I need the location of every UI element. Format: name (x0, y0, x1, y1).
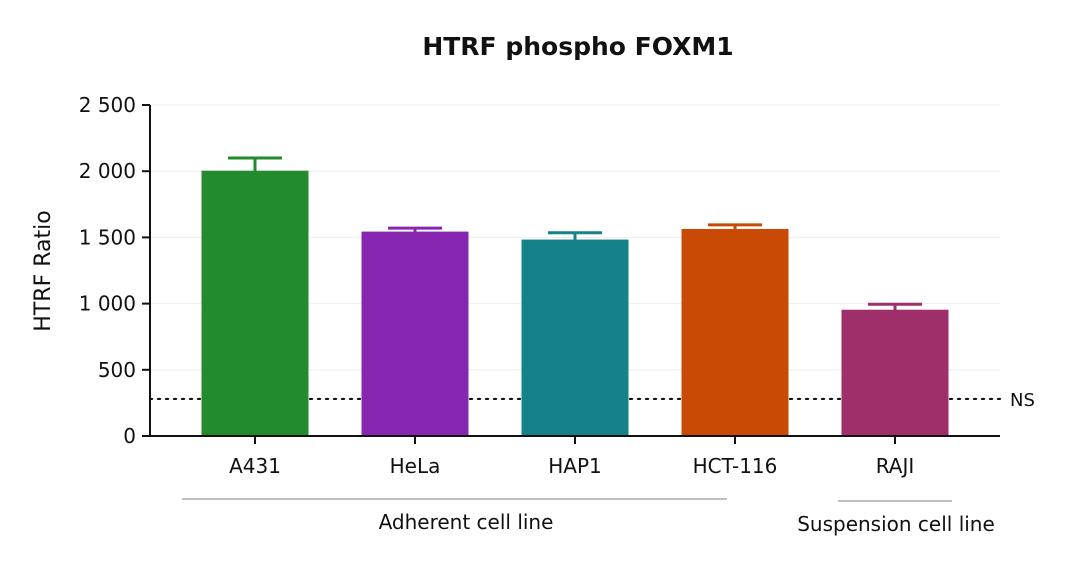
y-tick-label: 0 (123, 424, 136, 448)
y-axis-label: HTRF Ratio (31, 210, 56, 331)
bar (521, 239, 629, 437)
group-label: Adherent cell line (379, 510, 554, 534)
x-tick-label: HAP1 (548, 454, 602, 478)
y-tick-label: 1 500 (79, 225, 136, 249)
bar (841, 309, 949, 437)
x-tick-label: HeLa (390, 454, 441, 478)
y-tick-label: 2 500 (79, 93, 136, 117)
y-tick-label: 2 000 (79, 159, 136, 183)
x-ticks: A431 HeLa HAP1 HCT-116 RAJI (229, 436, 914, 478)
y-tick-label: 500 (98, 358, 136, 382)
x-tick-label: HCT-116 (693, 454, 778, 478)
y-ticks: 0 500 1 000 1 500 2 000 2 500 (79, 93, 150, 448)
group-brackets: Adherent cell line Suspension cell line (182, 498, 995, 536)
bar (201, 170, 309, 437)
x-tick-label: A431 (229, 454, 281, 478)
bar (681, 228, 789, 437)
bar (361, 231, 469, 437)
bars (201, 156, 949, 437)
reference-line-label: NS (1010, 390, 1035, 411)
group-label: Suspension cell line (797, 512, 995, 536)
x-tick-label: RAJI (876, 454, 915, 478)
chart-title: HTRF phospho FOXM1 (422, 32, 733, 61)
y-tick-label: 1 000 (79, 292, 136, 316)
